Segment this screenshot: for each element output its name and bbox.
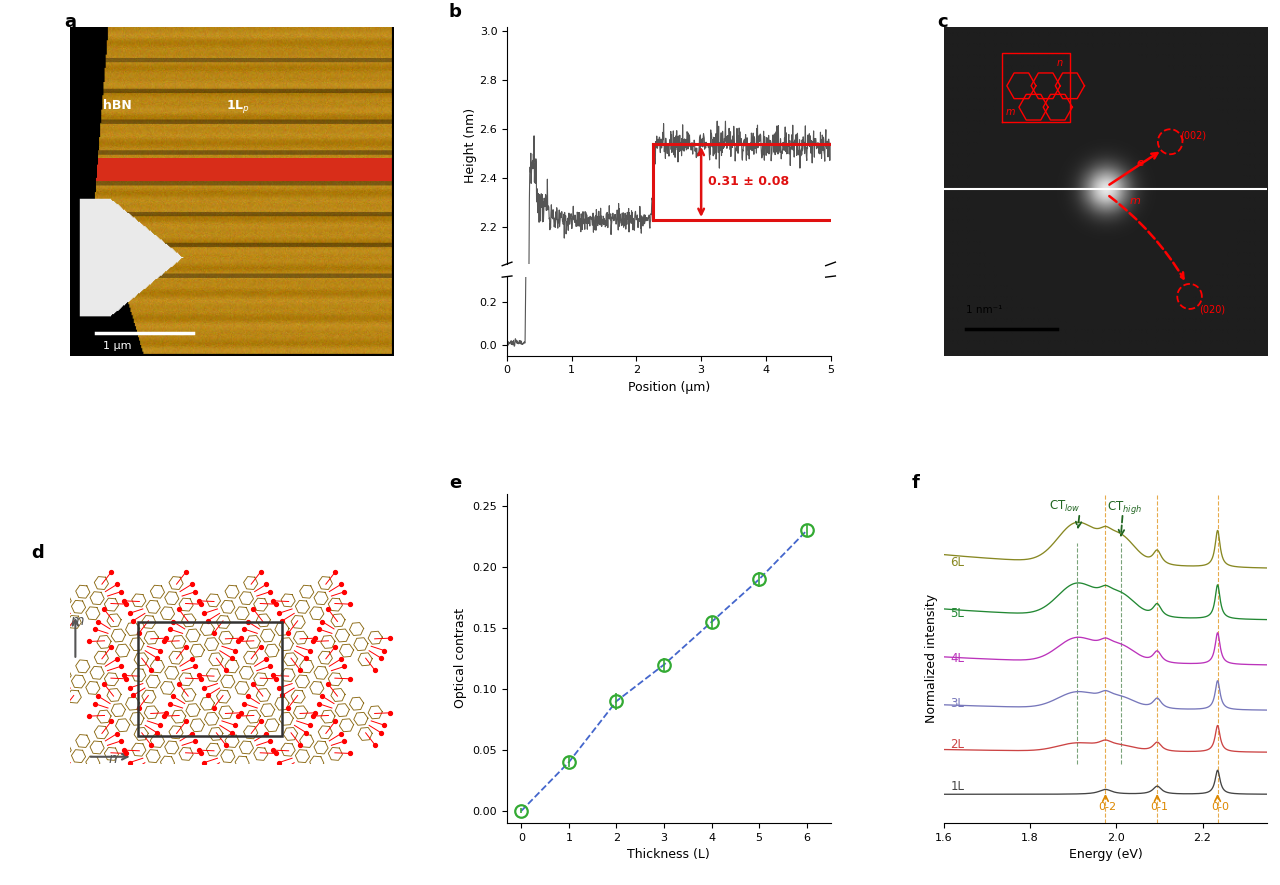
Y-axis label: Height (nm): Height (nm): [463, 108, 476, 183]
Text: a: a: [64, 13, 76, 31]
Text: f: f: [911, 474, 919, 492]
Text: e: e: [449, 474, 461, 492]
Text: $n$: $n$: [108, 752, 118, 766]
Text: 1L: 1L: [950, 780, 964, 793]
Text: d: d: [32, 544, 45, 562]
X-axis label: Energy (eV): Energy (eV): [1069, 849, 1142, 861]
Text: b: b: [449, 3, 462, 21]
Text: 4L: 4L: [950, 652, 964, 665]
Text: c: c: [937, 13, 948, 31]
Text: hBN: hBN: [102, 99, 132, 112]
Text: 0.31 ± 0.08: 0.31 ± 0.08: [708, 175, 788, 189]
Text: 1 μm: 1 μm: [102, 341, 132, 351]
Y-axis label: Optical contrast: Optical contrast: [454, 609, 467, 709]
Text: m: m: [1130, 196, 1140, 206]
Text: 6L: 6L: [950, 556, 964, 569]
Text: 1L$_p$: 1L$_p$: [225, 98, 250, 115]
Bar: [137, 622, 282, 735]
Text: n: n: [1057, 58, 1064, 68]
Text: CT$_{low}$: CT$_{low}$: [1048, 499, 1080, 514]
Text: $m$: $m$: [70, 614, 84, 627]
Text: CT$_{high}$: CT$_{high}$: [1107, 499, 1142, 516]
Text: (002): (002): [1180, 130, 1206, 141]
Text: 0-2: 0-2: [1098, 803, 1116, 812]
Text: 5L: 5L: [950, 607, 964, 620]
X-axis label: Thickness (L): Thickness (L): [627, 849, 710, 861]
Text: 2L: 2L: [950, 738, 964, 751]
Text: (020): (020): [1199, 305, 1225, 315]
Y-axis label: Normalized intensity: Normalized intensity: [925, 594, 938, 723]
Text: m: m: [1005, 107, 1015, 118]
Text: e: e: [1137, 158, 1144, 168]
Text: 3L: 3L: [950, 696, 964, 710]
Text: 1 nm⁻¹: 1 nm⁻¹: [966, 305, 1002, 315]
X-axis label: Position (μm): Position (μm): [627, 381, 710, 394]
Text: 0-0: 0-0: [1211, 803, 1229, 812]
Text: 0-1: 0-1: [1151, 803, 1169, 812]
